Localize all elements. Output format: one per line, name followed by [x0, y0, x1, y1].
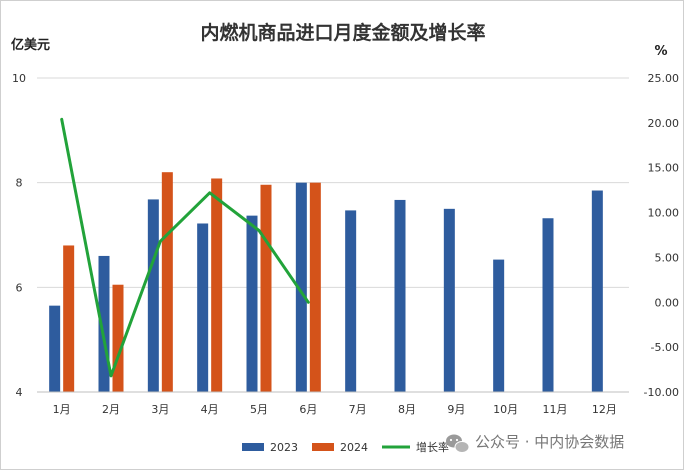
x-tick-label: 12月	[592, 403, 617, 416]
x-tick-label: 9月	[447, 403, 465, 416]
x-tick-label: 7月	[349, 403, 367, 416]
watermark: 公众号 · 中内协会数据	[446, 433, 624, 453]
x-tick-label: 8月	[398, 403, 416, 416]
right-tick-label: 0.00	[655, 296, 680, 309]
growth-line	[60, 117, 310, 378]
bar-2024-3月	[161, 172, 173, 392]
legend-swatch-2023	[242, 443, 264, 451]
bar-2024-6月	[309, 182, 321, 392]
right-tick-label: 15.00	[648, 162, 680, 175]
x-tick-label: 5月	[250, 403, 268, 416]
gridlines	[37, 77, 629, 288]
wechat-icon	[446, 434, 470, 453]
bar-2023-9月	[443, 208, 455, 392]
bar-2023-4月	[197, 223, 209, 392]
left-tick-label: 10	[12, 72, 26, 85]
x-tick-label: 4月	[201, 403, 219, 416]
bar-2023-6月	[295, 182, 307, 392]
legend: 2023 2024 增长率	[242, 440, 449, 454]
legend-label-增长率: 增长率	[416, 440, 449, 454]
bar-2023-12月	[591, 190, 603, 392]
bar-2023-11月	[542, 218, 554, 392]
legend-label-2024: 2024	[340, 441, 368, 454]
bar-2023-3月	[147, 199, 159, 392]
right-tick-label: 20.00	[648, 117, 680, 130]
right-tick-label: 25.00	[648, 72, 680, 85]
bar-2024-1月	[63, 245, 75, 392]
bar-2023-10月	[493, 259, 505, 392]
left-tick-label: 8	[16, 177, 23, 190]
x-tick-label: 10月	[493, 403, 518, 416]
legend-swatch-2024	[312, 443, 334, 451]
axes: 4 6 8 10 -10.00 -5.00 0.00 5.00 10.00 15.00 20.00 2…	[12, 72, 679, 416]
right-tick-label: 10.00	[648, 207, 680, 220]
left-axis-unit: 亿美元	[11, 37, 50, 53]
left-tick-label: 4	[16, 386, 23, 399]
x-tick-label: 6月	[299, 403, 317, 416]
right-tick-label: -10.00	[644, 386, 679, 399]
bar-2023-5月	[246, 215, 258, 392]
bar-2023-2月	[98, 255, 110, 392]
line-增长率	[60, 117, 310, 378]
left-tick-label: 6	[16, 281, 23, 294]
bar-2024-2月	[112, 284, 124, 392]
right-axis-unit: %	[654, 44, 667, 59]
bar-2023-8月	[394, 199, 406, 392]
x-tick-label: 1月	[53, 403, 71, 416]
bars	[49, 172, 603, 392]
bar-2023-1月	[49, 305, 61, 392]
right-tick-label: -5.00	[651, 341, 679, 354]
bar-2024-5月	[260, 184, 272, 392]
watermark-text: 公众号 · 中内协会数据	[475, 433, 624, 451]
x-tick-label: 2月	[102, 403, 120, 416]
bar-2023-7月	[345, 210, 357, 392]
chart-title: 内燃机商品进口月度金额及增长率	[200, 21, 485, 44]
x-tick-label: 3月	[151, 403, 169, 416]
right-tick-label: 5.00	[655, 251, 680, 264]
legend-label-2023: 2023	[270, 441, 298, 454]
x-tick-label: 11月	[543, 403, 568, 416]
bar-2024-4月	[211, 178, 223, 392]
